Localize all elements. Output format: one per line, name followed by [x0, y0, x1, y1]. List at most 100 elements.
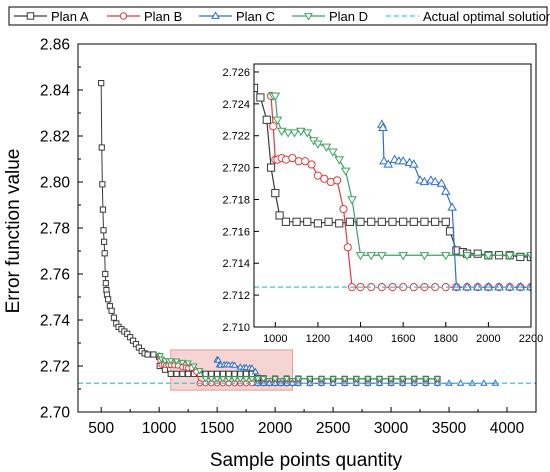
inset-data-point — [272, 116, 283, 125]
inset-data-point — [409, 217, 418, 226]
inset-y-tick-label: 2.716 — [222, 226, 250, 238]
inset-data-point — [271, 189, 280, 198]
data-point — [251, 367, 260, 375]
x-tick-label: 3000 — [374, 420, 409, 437]
inset-data-point — [347, 196, 357, 205]
inset-data-point — [379, 156, 389, 165]
x-axis-label: Sample points quantity — [210, 450, 403, 471]
x-tick-label: 2000 — [258, 420, 293, 437]
inset-data-point — [378, 122, 388, 131]
x-tick-label: 2500 — [316, 420, 351, 437]
inset-data-point — [262, 115, 271, 124]
inset-data-point — [367, 217, 376, 226]
inset-data-point — [301, 157, 310, 166]
data-point — [433, 376, 442, 383]
y-tick-label: 2.80 — [40, 175, 71, 192]
data-point — [230, 361, 239, 368]
inset-data-point — [436, 178, 447, 187]
x-tick-label: 500 — [88, 420, 114, 437]
inset-data-point — [269, 122, 278, 131]
inset-x-tick-label: 1200 — [306, 333, 330, 345]
inset-x-tick-label: 1400 — [348, 333, 372, 345]
inset-data-point — [335, 219, 344, 228]
inset-data-point — [288, 153, 297, 163]
inset-data-point — [328, 148, 338, 157]
data-point — [156, 353, 165, 360]
inset-data-point — [333, 176, 342, 185]
inset-data-point — [440, 186, 451, 195]
inset-data-point — [483, 252, 494, 261]
legend-label: Actual optimal solution — [423, 9, 550, 24]
data-point — [352, 376, 361, 383]
inset-data-point — [320, 174, 329, 183]
data-point — [101, 250, 108, 257]
data-point — [213, 376, 221, 383]
inset-data-point — [472, 282, 483, 291]
data-point — [248, 364, 256, 371]
data-point — [144, 351, 151, 358]
legend-swatch-marker — [119, 12, 128, 20]
inset-data-point — [283, 129, 293, 138]
data-point — [340, 376, 349, 383]
inset-data-point — [340, 167, 351, 176]
inset-y-tick-label: 2.712 — [222, 290, 250, 302]
inset-data-point — [256, 93, 265, 102]
inset-data-point — [431, 217, 440, 226]
data-point — [329, 376, 337, 383]
data-point — [167, 358, 175, 365]
inset-data-point — [355, 252, 366, 261]
data-point — [294, 376, 303, 383]
y-tick-label: 2.74 — [40, 313, 71, 330]
inset-data-point — [366, 252, 377, 261]
inset-y-tick-label: 2.710 — [222, 322, 250, 334]
legend-label: Plan C — [236, 9, 275, 24]
legend-swatch-marker — [304, 13, 313, 21]
data-point — [253, 376, 262, 383]
series-plan-d — [155, 353, 442, 383]
inset-y-tick-label: 2.726 — [222, 67, 250, 79]
y-tick-label: 2.82 — [40, 129, 70, 146]
inset-data-point — [445, 227, 455, 236]
inset-data-point — [515, 282, 526, 291]
data-point — [398, 376, 407, 383]
inset-data-point — [324, 217, 333, 226]
data-point — [219, 376, 227, 383]
inset-data-point — [526, 282, 531, 291]
data-point — [167, 370, 174, 377]
inset-data-point — [494, 282, 504, 291]
y-tick-label: 2.84 — [40, 83, 71, 100]
inset-series-plan-d — [268, 92, 531, 261]
data-point — [410, 376, 418, 383]
data-point — [282, 376, 291, 383]
data-point — [179, 370, 186, 377]
data-point — [242, 376, 250, 383]
inset-data-point — [321, 143, 332, 153]
inset-data-point — [399, 217, 408, 226]
y-tick-label: 2.72 — [40, 359, 70, 376]
inset-data-point — [462, 252, 472, 261]
legend-box — [8, 6, 548, 26]
inset-data-point — [441, 217, 450, 226]
data-point — [100, 238, 108, 245]
x-tick-label: 4000 — [490, 420, 525, 437]
data-point — [208, 370, 215, 377]
inset-data-point — [292, 217, 301, 226]
data-point — [173, 370, 180, 377]
data-point — [236, 376, 245, 383]
data-point — [98, 144, 105, 151]
inset-data-point — [289, 129, 300, 138]
inset-y-tick-label: 2.722 — [222, 131, 250, 143]
legend-entry: Plan B — [107, 9, 182, 24]
inset-x-tick-label: 2200 — [519, 333, 543, 345]
data-point — [231, 370, 238, 377]
inset-data-point — [303, 217, 312, 226]
inset-data-point — [307, 160, 316, 169]
data-point — [237, 370, 244, 377]
data-point — [230, 376, 239, 383]
data-point — [99, 206, 107, 213]
inset-y-tick-label: 2.724 — [222, 99, 250, 111]
data-point — [243, 370, 250, 377]
legend-swatch-marker — [211, 11, 220, 19]
inset-data-point — [377, 217, 386, 226]
inset-data-point — [266, 163, 276, 172]
